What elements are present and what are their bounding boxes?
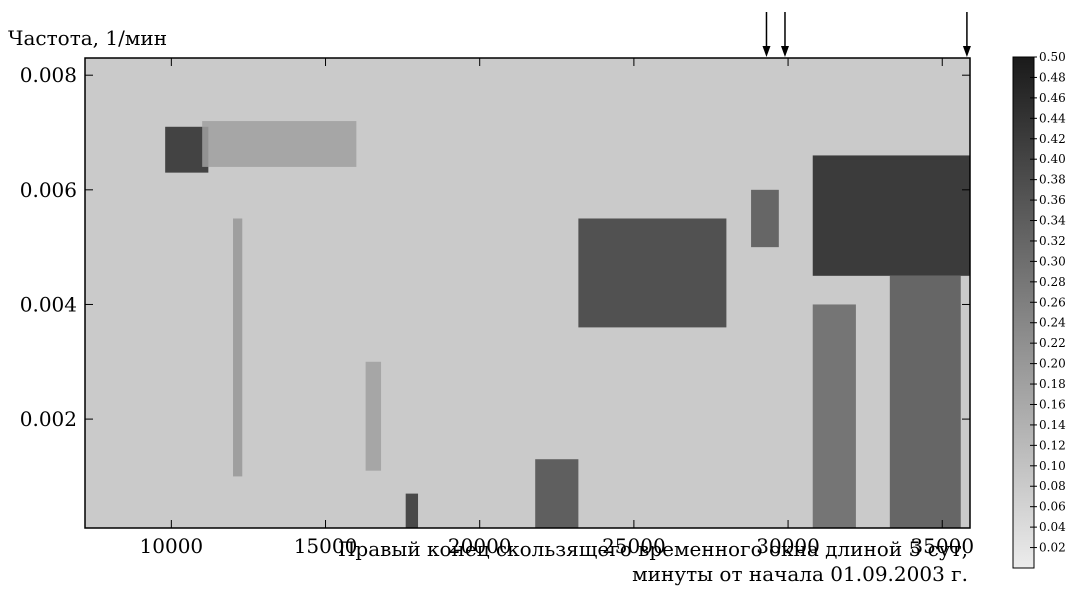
colorbar-tick-label: 0.14 <box>1039 418 1066 432</box>
heatmap-cell <box>405 493 419 528</box>
x-tick-label: 10000 <box>140 534 204 558</box>
x-tick-label: 15000 <box>294 534 358 558</box>
colorbar-tick-label: 0.26 <box>1039 295 1066 309</box>
heatmap-cell <box>202 121 357 167</box>
event-arrow <box>962 12 971 57</box>
heatmap-cell <box>889 275 961 528</box>
colorbar-scale: 0.02 0.04 0.06 0.08 0.10 0.12 0.14 0.16 0.18 0.20… <box>1030 50 1066 555</box>
y-tick-label: 0.002 <box>20 407 77 431</box>
colorbar-tick-label: 0.16 <box>1039 397 1066 411</box>
colorbar-tick-label: 0.28 <box>1039 275 1066 289</box>
plot-frame <box>84 57 971 529</box>
colorbar-tick-label: 0.22 <box>1039 336 1066 350</box>
heatmap <box>85 58 970 528</box>
event-arrows <box>762 12 971 57</box>
colorbar-tick-label: 0.24 <box>1039 316 1066 330</box>
y-axis-title: Частота, 1/мин <box>8 26 167 50</box>
heatmap-cell <box>165 126 209 173</box>
heatmap-cell <box>751 189 779 248</box>
x-tick-label: 30000 <box>756 534 820 558</box>
heatmap-cell <box>365 361 382 471</box>
colorbar-tick-label: 0.36 <box>1039 193 1066 207</box>
colorbar-tick-label: 0.48 <box>1039 70 1066 84</box>
x-tick-label: 25000 <box>602 534 666 558</box>
colorbar-tick-label: 0.50 <box>1039 50 1066 64</box>
colorbar-tick-label: 0.08 <box>1039 479 1066 493</box>
colorbar-tick-label: 0.06 <box>1039 500 1066 514</box>
x-axis-title-line1: Правый конец скользящего временного окна… <box>338 537 968 561</box>
colorbar-tick-label: 0.46 <box>1039 91 1066 105</box>
colorbar-tick-label: 0.38 <box>1039 173 1066 187</box>
colorbar-tick-label: 0.02 <box>1039 541 1066 555</box>
event-arrow <box>762 12 771 57</box>
x-axis-title-line2: минуты от начала 01.09.2003 г. <box>632 562 968 586</box>
y-tick-label: 0.006 <box>20 178 77 202</box>
x-axis: 10000 15000 20000 25000 30000 35000 <box>140 58 974 558</box>
event-arrow <box>780 12 789 57</box>
colorbar-tick-label: 0.30 <box>1039 254 1066 268</box>
heatmap-cell <box>812 304 856 528</box>
colorbar-tick-label: 0.10 <box>1039 459 1066 473</box>
colorbar-tick-label: 0.18 <box>1039 377 1066 391</box>
y-tick-label: 0.004 <box>20 292 77 316</box>
heatmap-cell <box>233 218 243 477</box>
x-tick-label: 35000 <box>910 534 974 558</box>
y-axis: 0.002 0.004 0.006 0.008 <box>20 63 970 431</box>
heatmap-cell <box>535 459 579 528</box>
y-tick-label: 0.008 <box>20 63 77 87</box>
heatmap-cell <box>578 218 727 328</box>
colorbar-tick-label: 0.34 <box>1039 214 1066 228</box>
colorbar-tick-label: 0.40 <box>1039 152 1066 166</box>
colorbar <box>1012 56 1035 569</box>
colorbar-tick-label: 0.32 <box>1039 234 1066 248</box>
x-tick-label: 20000 <box>448 534 512 558</box>
colorbar-tick-label: 0.20 <box>1039 357 1066 371</box>
heatmap-cell <box>812 155 970 276</box>
colorbar-tick-label: 0.44 <box>1039 111 1066 125</box>
colorbar-tick-label: 0.04 <box>1039 520 1066 534</box>
colorbar-tick-label: 0.12 <box>1039 438 1066 452</box>
colorbar-tick-label: 0.42 <box>1039 132 1066 146</box>
